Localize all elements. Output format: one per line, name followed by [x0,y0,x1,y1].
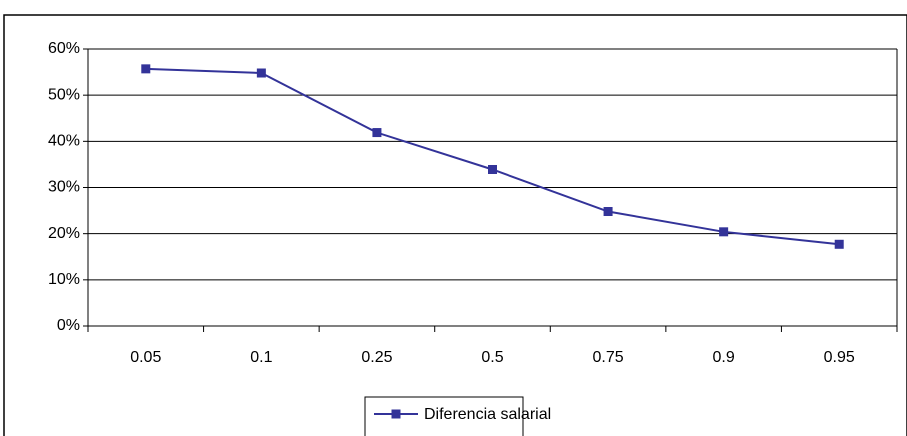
y-tick-label: 0% [57,317,80,334]
data-point [488,164,497,174]
y-tick-label: 30% [48,179,80,196]
x-tick-label: 0.25 [361,349,392,366]
x-tick-label: 0.75 [593,349,624,366]
y-tick-label: 20% [48,225,80,242]
legend: Diferencia salarial [364,396,551,436]
x-tick-label: 0.1 [250,349,272,366]
legend-marker [391,409,401,419]
x-tick-label: 0.9 [713,349,735,366]
data-point [603,207,613,217]
data-point [719,227,729,237]
chart-frame [3,14,907,436]
legend-label: Diferencia salarial [424,406,551,423]
y-tick-label: 10% [48,271,80,288]
y-tick-label: 50% [48,86,80,103]
data-point [372,128,382,138]
data-point [141,64,151,74]
y-tick-label: 60% [48,40,80,57]
legend-box [364,396,524,436]
data-point [256,68,266,78]
x-tick-label: 0.05 [130,349,161,366]
y-tick-label: 40% [48,133,80,150]
data-point [834,239,844,249]
x-tick-label: 0.95 [824,349,855,366]
x-tick-label: 0.5 [481,349,503,366]
